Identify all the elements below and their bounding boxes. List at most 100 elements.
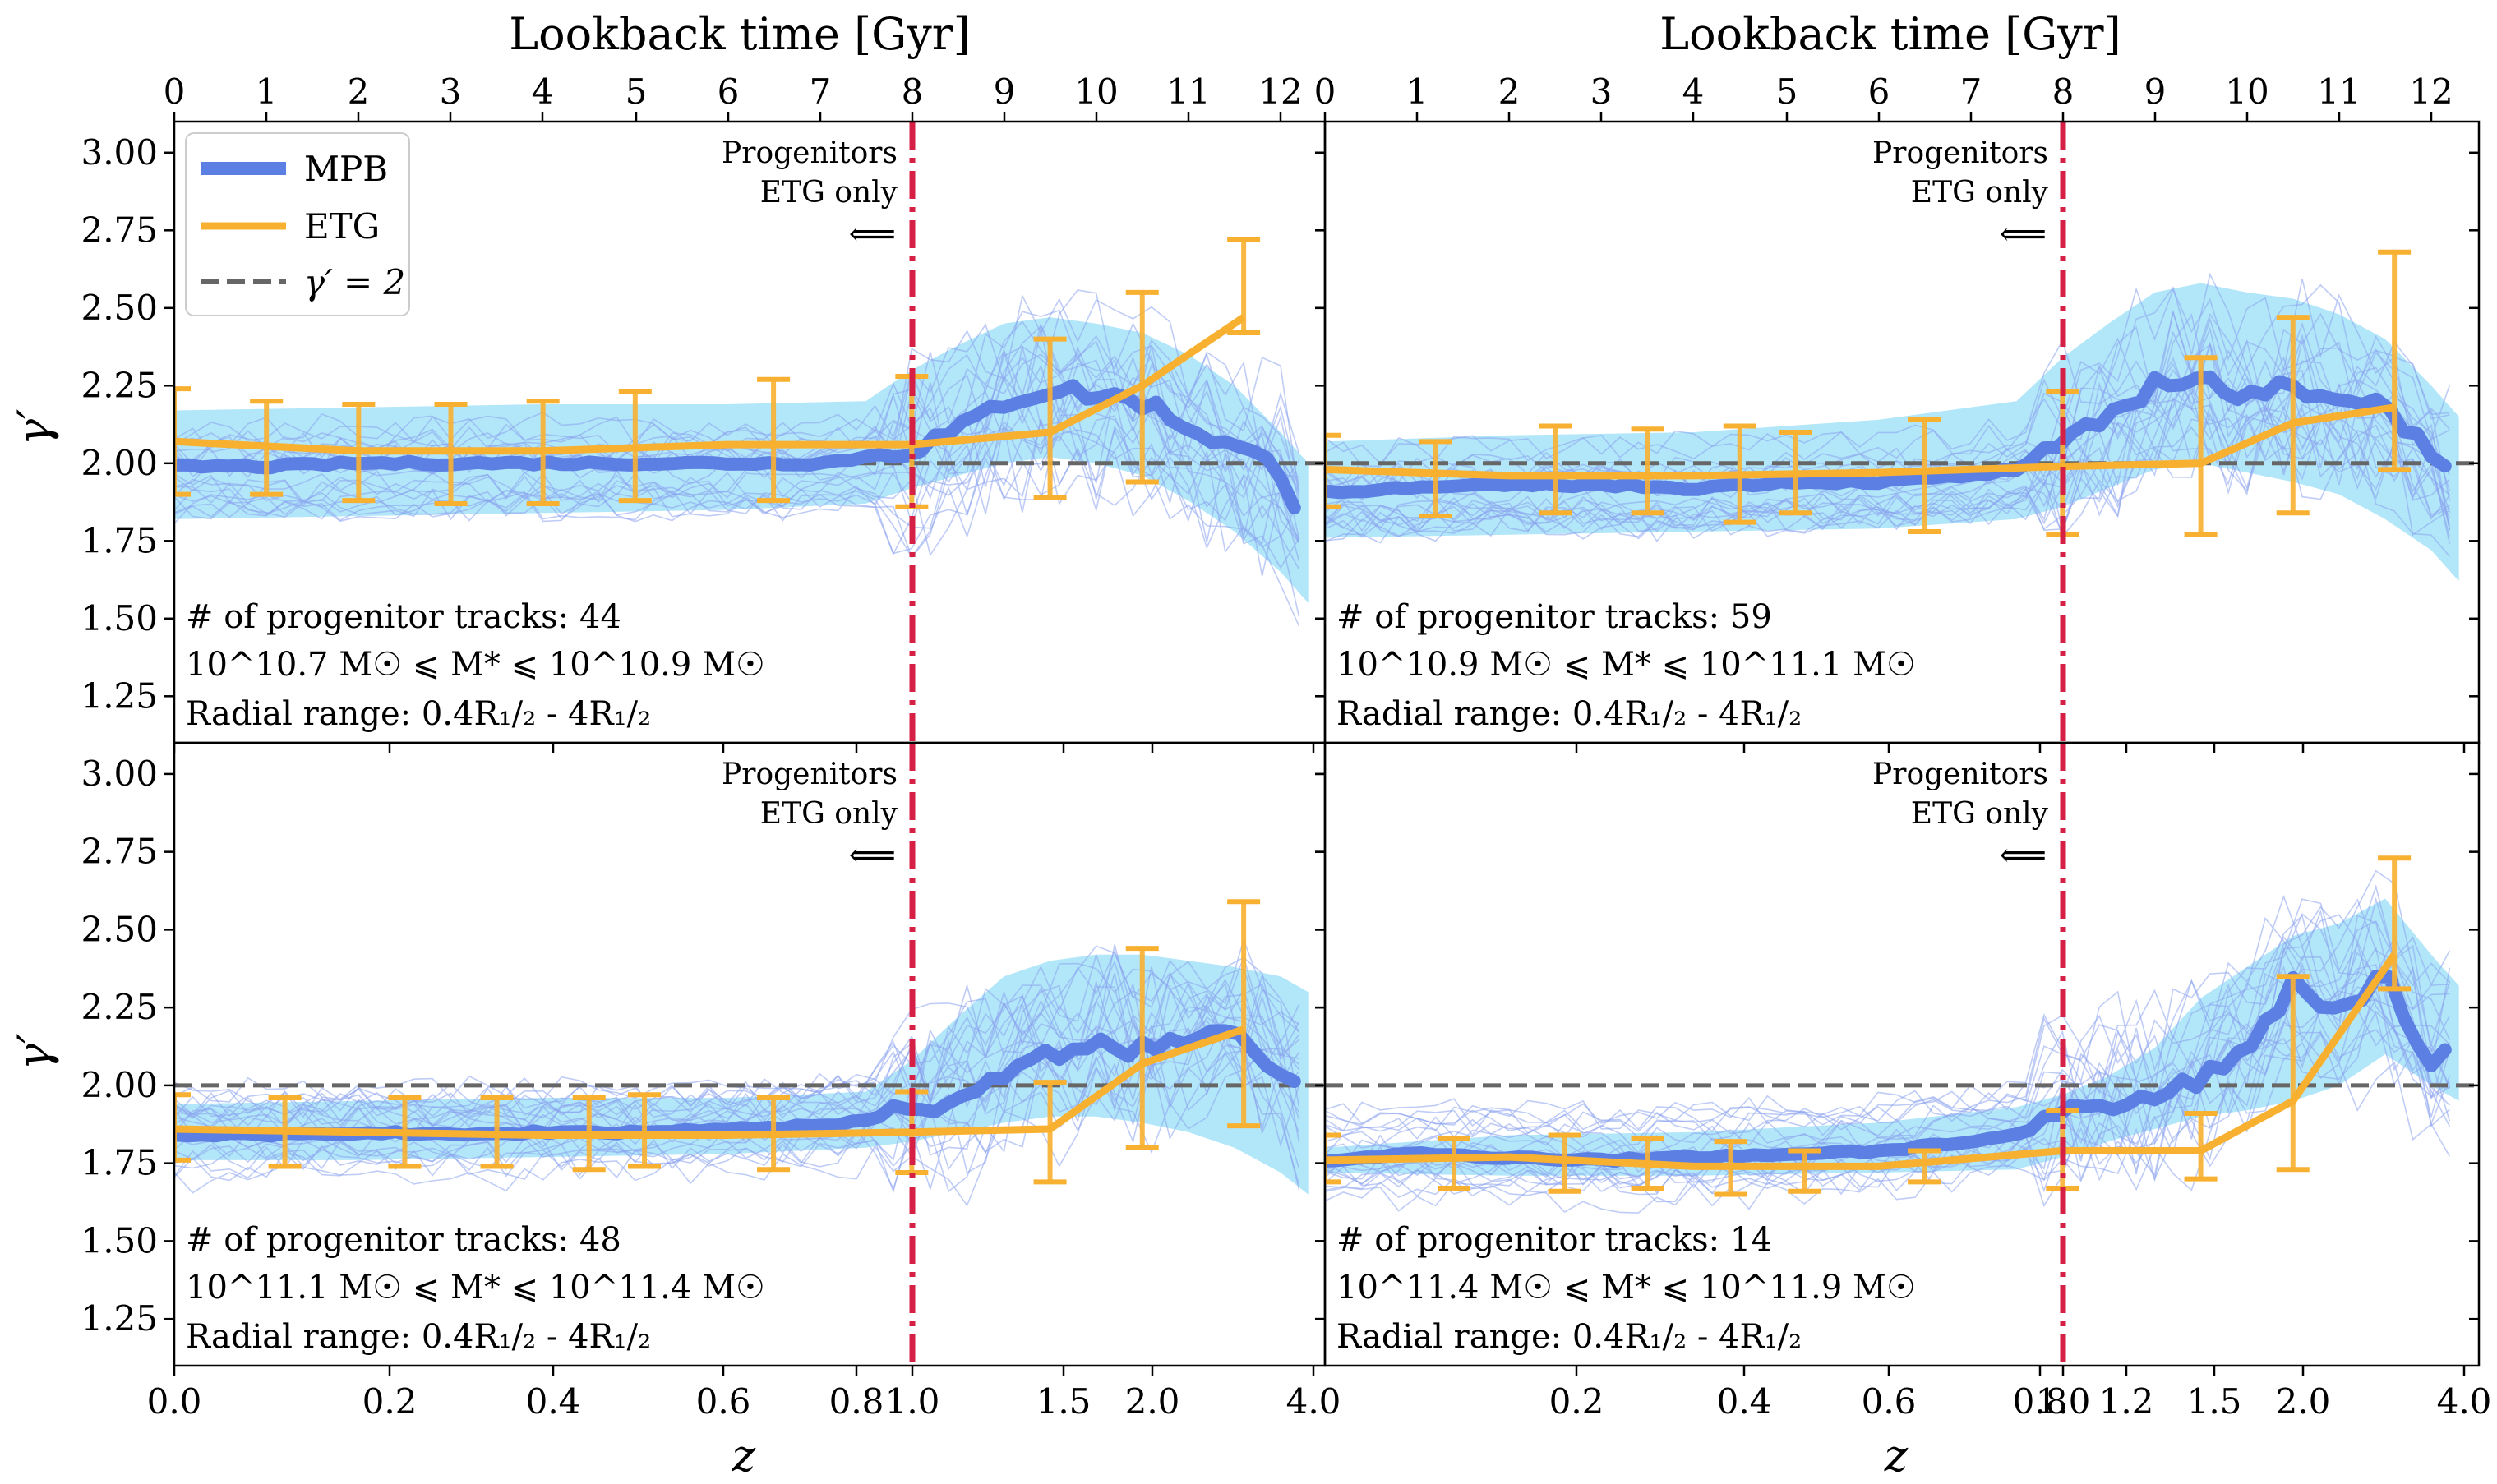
progenitor-track: [1325, 896, 2451, 1139]
legend-label-ref: γ′ = 2: [304, 262, 405, 302]
z-tick-label: 2.0: [2276, 1381, 2331, 1422]
progenitor-track: [1325, 884, 2451, 1131]
lookback-tick-label: 5: [1776, 71, 1798, 112]
y-tick-label: 1.75: [81, 1143, 158, 1183]
lookback-tick-label: 10: [2225, 71, 2269, 112]
progenitor-track: [1325, 995, 2450, 1203]
z-tick-label: 0.4: [1717, 1381, 1772, 1422]
lookback-tick-label: 2: [1498, 71, 1521, 112]
etg-median-line: [1325, 952, 2398, 1170]
progenitor-track: [1325, 279, 2450, 464]
progenitor-track: [1325, 398, 2450, 542]
etg-errorbar: [174, 386, 191, 497]
y-tick-label: 2.75: [81, 832, 158, 872]
lookback-tick-label: 4: [532, 71, 554, 112]
etg-errorbar: [1438, 1136, 1471, 1191]
progenitor-track: [1325, 909, 2451, 1147]
etg-errorbar: [1631, 426, 1664, 516]
legend-label-mpb: MPB: [304, 149, 388, 189]
etg-errorbar: [2184, 355, 2218, 537]
progenitor-track: [174, 945, 1300, 1110]
lookback-tick-label: 8: [902, 71, 924, 112]
y-tick-label: 1.50: [81, 598, 158, 638]
panel-top-left: 1.251.501.752.002.252.502.753.000 1 2 3 4 5 6 7…: [81, 71, 1327, 753]
etg-only-label: ETG only: [1911, 176, 2049, 210]
z-tick-label: 1.2: [2099, 1381, 2154, 1422]
y-tick-label: 2.25: [81, 365, 158, 405]
etg-errorbar: [1779, 430, 1812, 516]
left-arrow-icon: ⟸: [849, 836, 896, 874]
z-tick-label: 1.5: [1036, 1381, 1092, 1422]
etg-errorbar: [1908, 1148, 1941, 1185]
progenitor-track: [174, 1066, 1300, 1207]
etg-median-line: [174, 1025, 1245, 1139]
etg-errorbar: [1908, 417, 1941, 534]
legend-box: [185, 132, 410, 316]
y-tick-label: 3.00: [81, 132, 158, 173]
etg-only-label: ETG only: [760, 797, 898, 831]
z-tick-label: 0.0: [147, 1381, 202, 1422]
radial-range-label: Radial range: 0.4R₁/₂ - 4R₁/₂: [1336, 1318, 1802, 1356]
track-count-label: # of progenitor tracks: 14: [1336, 1221, 1772, 1259]
y-tick-label: 2.25: [81, 987, 158, 1027]
z-tick-label: 1.5: [2187, 1381, 2242, 1422]
panel-plot-area: [174, 899, 1325, 1207]
y-tick-label: 1.50: [81, 1220, 158, 1260]
z-tick-label: 4.0: [2437, 1381, 2492, 1422]
etg-errorbar: [1419, 439, 1452, 519]
etg-errorbar: [388, 1095, 422, 1169]
etg-errorbar: [2276, 974, 2310, 1173]
lookback-tick-label: 0: [164, 71, 186, 112]
progenitor-track: [174, 952, 1300, 1118]
etg-errorbar: [1033, 1080, 1067, 1185]
etg-errorbar: [1125, 289, 1159, 485]
mass-range-label: 10^10.7 M☉ ⩽ M* ⩽ 10^10.9 M☉: [186, 646, 765, 684]
lookback-tick-label: 3: [440, 71, 462, 112]
lookback-tick-label: 8: [2052, 71, 2075, 112]
radial-range-label: Radial range: 0.4R₁/₂ - 4R₁/₂: [186, 1318, 651, 1356]
etg-only-label: ETG only: [1911, 797, 2049, 831]
etg-errorbar: [2378, 855, 2412, 992]
etg-errorbar: [1788, 1148, 1821, 1194]
progenitor-track: [1325, 914, 2450, 1154]
mass-range-label: 10^11.1 M☉ ⩽ M* ⩽ 10^11.4 M☉: [186, 1269, 765, 1307]
progenitor-track: [1325, 940, 2451, 1156]
z-tick-label: 4.0: [1286, 1381, 1341, 1422]
progenitors-label: Progenitors: [722, 136, 898, 170]
progenitor-track: [174, 966, 1300, 1127]
lookback-tick-label: 7: [810, 71, 832, 112]
track-count-label: # of progenitor tracks: 48: [186, 1221, 621, 1259]
track-count-label: # of progenitor tracks: 59: [1336, 598, 1772, 636]
legend: MPB ETG γ′ = 2: [185, 132, 410, 316]
lookback-tick-label: 4: [1682, 71, 1705, 112]
progenitor-track: [174, 972, 1299, 1132]
progenitors-label: Progenitors: [722, 758, 898, 791]
etg-errorbar: [1227, 237, 1261, 336]
left-arrow-icon: ⟸: [2000, 215, 2047, 253]
y-axis-title-top: γ′: [8, 409, 60, 446]
z-tick-label: 2.0: [1125, 1381, 1180, 1422]
z-tick-label: 0.8: [2013, 1381, 2068, 1422]
etg-errorbar: [618, 389, 652, 504]
etg-errorbar: [1548, 1132, 1581, 1194]
progenitor-track: [174, 937, 1299, 1118]
lookback-tick-label: 7: [1960, 71, 1982, 112]
y-tick-label: 1.25: [81, 1298, 158, 1339]
progenitor-track: [1325, 942, 2450, 1167]
z-tick-label: 0.6: [1862, 1381, 1917, 1422]
progenitor-track: [174, 960, 1299, 1119]
z-tick-label: 0.8: [829, 1381, 884, 1422]
etg-errorbar: [480, 1095, 514, 1169]
lookback-tick-label: 6: [718, 71, 740, 112]
z-tick-label: 1.0: [885, 1381, 940, 1422]
etg-median-line: [174, 314, 1246, 455]
lookback-tick-label: 10: [1074, 71, 1118, 112]
etg-errorbar: [2184, 1111, 2218, 1182]
mpb-median-line: [1325, 370, 2452, 500]
mass-range-label: 10^10.9 M☉ ⩽ M* ⩽ 10^11.1 M☉: [1336, 646, 1916, 684]
etg-errorbar: [1325, 1132, 1341, 1185]
progenitor-track: [174, 1044, 1300, 1194]
y-tick-label: 1.75: [81, 520, 158, 560]
